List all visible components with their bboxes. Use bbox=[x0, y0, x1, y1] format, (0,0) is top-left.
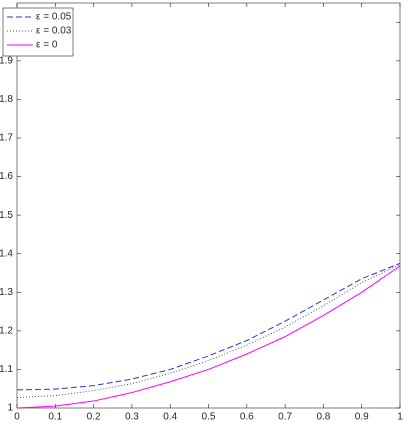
series-line bbox=[16, 264, 401, 399]
x-tick-label: 0.1 bbox=[48, 412, 62, 423]
x-tick-label: 0.5 bbox=[202, 412, 216, 423]
y-tick-label: 1.5 bbox=[0, 210, 13, 221]
y-tick-label: 1.7 bbox=[0, 133, 13, 144]
x-tick-label: 0.8 bbox=[316, 412, 330, 423]
x-tick-label: 0.6 bbox=[240, 412, 254, 423]
series-line bbox=[16, 262, 401, 391]
x-tick-label: 0.2 bbox=[87, 412, 101, 423]
legend-box bbox=[2, 7, 74, 57]
y-tick-label: 1.8 bbox=[0, 94, 13, 105]
y-tick-label: 1.3 bbox=[0, 287, 13, 298]
x-tick-label: 0.4 bbox=[163, 412, 177, 423]
y-tick-label: 1.6 bbox=[0, 171, 13, 182]
plot-area bbox=[16, 2, 401, 409]
y-tick-label: 1.2 bbox=[0, 325, 13, 336]
y-tick-label: 1.1 bbox=[0, 364, 13, 375]
x-tick-label: 0 bbox=[14, 412, 20, 423]
x-tick-label: 0.3 bbox=[125, 412, 139, 423]
x-tick-label: 1 bbox=[397, 412, 403, 423]
legend-label: ε = 0.05 bbox=[36, 12, 72, 23]
series-line bbox=[16, 265, 401, 409]
x-tick-label: 0.7 bbox=[278, 412, 292, 423]
y-tick-label: 1.4 bbox=[0, 248, 13, 259]
y-tick-label: 1.9 bbox=[0, 55, 13, 66]
legend-label: ε = 0 bbox=[36, 40, 58, 51]
x-tick-label: 0.9 bbox=[355, 412, 369, 423]
legend-label: ε = 0.03 bbox=[36, 26, 72, 37]
y-tick-label: 1 bbox=[7, 403, 13, 414]
